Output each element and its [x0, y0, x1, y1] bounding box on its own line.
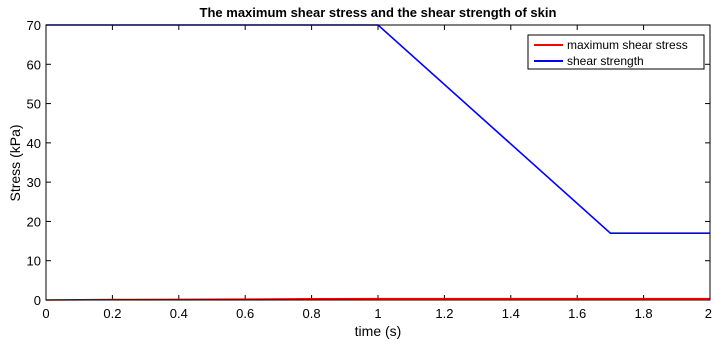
axis-ticks: 0 0.2 0.4 0.6 0.8 1 1.2 1.4 1.6 1.8 20102030405060… [27, 18, 712, 321]
x-axis-label: time (s) [355, 323, 402, 339]
y-axis-label: Stress (kPa) [7, 124, 23, 201]
y-tick-label: 30 [27, 175, 41, 190]
x-tick-label: 1.6 [568, 306, 586, 321]
x-tick-label: 0.2 [103, 306, 121, 321]
y-tick-label: 20 [27, 214, 41, 229]
legend-label-maximum-shear-stress: maximum shear stress [567, 38, 688, 52]
plot-frame [45, 24, 711, 301]
x-tick-label: 1.8 [635, 306, 653, 321]
x-tick-label: 0.8 [303, 306, 321, 321]
x-tick-label: 0.6 [236, 306, 254, 321]
y-tick-label: 70 [27, 18, 41, 33]
y-tick-label: 50 [27, 97, 41, 112]
legend: maximum shear stress shear strength [527, 34, 705, 70]
x-tick-label: 0.4 [170, 306, 188, 321]
x-tick-label: 1 [374, 306, 381, 321]
x-tick-label: 1.4 [502, 306, 520, 321]
y-tick-label: 10 [27, 254, 41, 269]
x-tick-label: 1.2 [435, 306, 453, 321]
chart-title: The maximum shear stress and the shear s… [200, 5, 557, 20]
series-line-maximum-shear-stress [45, 297, 710, 301]
y-tick-label: 40 [27, 136, 41, 151]
x-tick-label: 2 [705, 306, 712, 321]
legend-box [527, 34, 705, 70]
x-tick-label: 0 [42, 306, 49, 321]
legend-label-shear-strength: shear strength [567, 54, 644, 68]
y-tick-label: 0 [34, 293, 41, 308]
y-tick-label: 60 [27, 57, 41, 72]
